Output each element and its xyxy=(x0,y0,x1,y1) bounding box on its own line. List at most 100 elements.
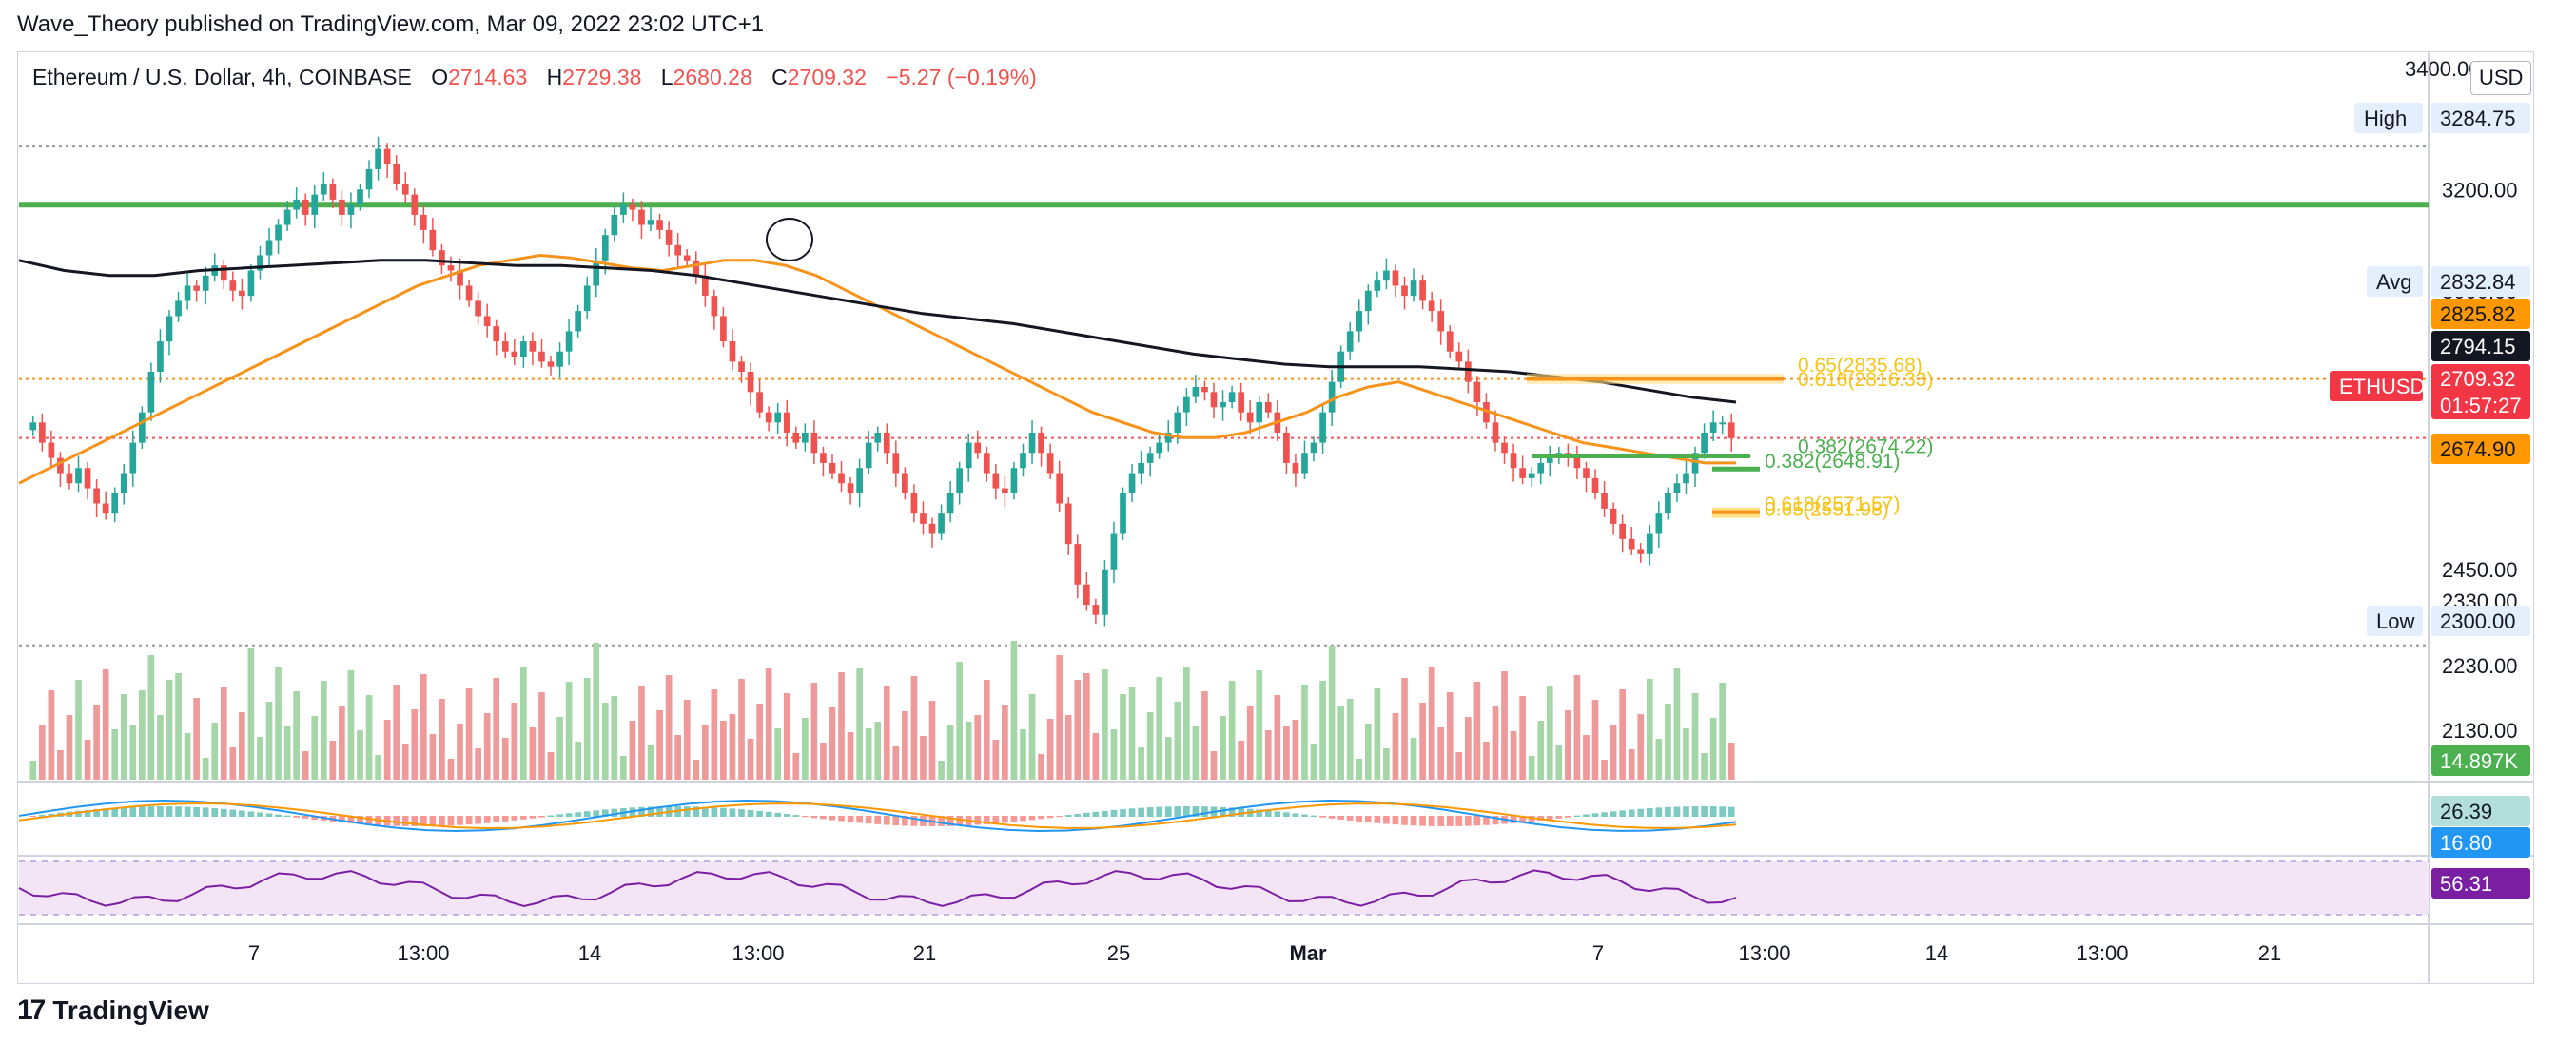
time-tick-label: 25 xyxy=(1107,941,1130,965)
candle-body xyxy=(946,493,954,514)
volume-bar xyxy=(928,701,936,780)
volume-bar xyxy=(938,761,945,780)
volume-bar xyxy=(783,693,790,780)
macd-bar xyxy=(1673,806,1681,817)
volume-bar xyxy=(1464,717,1472,780)
macd-bar xyxy=(1683,806,1689,817)
volume-bar xyxy=(57,750,64,780)
macd-bar xyxy=(756,810,763,817)
candle-body xyxy=(283,209,291,225)
macd-bar xyxy=(239,810,245,817)
candle-body xyxy=(956,468,963,493)
volume-bar xyxy=(66,715,73,780)
macd-bar xyxy=(302,816,309,819)
macd-bar xyxy=(184,806,191,817)
volume-bar xyxy=(847,732,854,780)
macd-bar xyxy=(1283,812,1290,817)
candle-body xyxy=(193,285,200,291)
candle-body xyxy=(38,422,46,443)
volume-bar xyxy=(1083,673,1090,780)
volume-bar xyxy=(329,741,337,780)
candle-body xyxy=(629,204,636,210)
macd-bar xyxy=(1256,809,1263,817)
volume-bar xyxy=(220,687,227,780)
macd-bar xyxy=(211,808,219,817)
macd-bar xyxy=(202,807,209,817)
candle-body xyxy=(102,503,109,514)
candle-body xyxy=(1064,503,1072,545)
volume-bar xyxy=(166,680,173,780)
candle-body xyxy=(320,184,327,195)
macd-bar xyxy=(1383,816,1390,824)
candle-body xyxy=(611,214,618,236)
time-tick-label: Mar xyxy=(1289,941,1327,965)
volume-bar xyxy=(283,726,291,780)
price-tag xyxy=(2431,796,2530,826)
macd-bar xyxy=(1102,810,1108,817)
volume-bar xyxy=(302,751,309,780)
volume-bar xyxy=(501,738,509,780)
candle-body xyxy=(1637,549,1645,554)
candle-body xyxy=(638,209,645,225)
time-tick-label: 13:00 xyxy=(397,941,449,965)
volume-bar xyxy=(1683,728,1689,780)
volume-bar xyxy=(1183,667,1190,780)
macd-bar xyxy=(1701,806,1708,817)
macd-bar xyxy=(1364,816,1372,822)
low-value: 2680.28 xyxy=(673,65,752,89)
macd-bar xyxy=(147,806,155,817)
macd-bar xyxy=(439,816,445,826)
high-value: 2729.38 xyxy=(562,65,642,89)
candle-body xyxy=(293,199,301,210)
macd-bar xyxy=(1337,816,1345,820)
candle-body xyxy=(139,412,146,443)
candle-body xyxy=(1492,422,1499,443)
price-tick-label: 2130.00 xyxy=(2442,719,2518,743)
candle-body xyxy=(493,326,500,342)
price-tag-name: Low xyxy=(2376,609,2414,633)
macd-bar xyxy=(1546,816,1553,820)
candle-body xyxy=(347,204,355,215)
candle-body xyxy=(565,331,573,352)
macd-bar xyxy=(220,808,227,817)
macd-bar xyxy=(738,809,745,817)
candle-body xyxy=(439,250,445,266)
price-tick-label: 3400.00 xyxy=(2405,57,2481,81)
tradingview-logo[interactable]: 17 TradingView xyxy=(17,995,209,1027)
macd-bar xyxy=(1156,806,1163,817)
currency-button[interactable]: USD xyxy=(2470,61,2532,95)
volume-bar xyxy=(1356,759,1363,780)
candle-body xyxy=(1283,432,1290,463)
volume-bar xyxy=(411,709,419,780)
volume-bar xyxy=(357,730,363,780)
volume-bar xyxy=(420,674,427,780)
price-tick-label: 2450.00 xyxy=(2442,558,2518,582)
sma-200-line xyxy=(18,259,1737,404)
candle-body xyxy=(1074,544,1082,585)
volume-bar xyxy=(665,675,673,780)
candle-body xyxy=(683,255,691,261)
volume-bar xyxy=(575,742,581,780)
candle-body xyxy=(674,244,682,256)
candle-body xyxy=(1446,331,1454,352)
candle-body xyxy=(1455,351,1463,362)
volume-bar xyxy=(620,756,627,780)
volume-bar xyxy=(175,673,182,780)
macd-bar xyxy=(420,816,427,826)
tradingview-logo-text: TradingView xyxy=(52,996,209,1025)
candle-body xyxy=(1256,401,1263,423)
volume-bar xyxy=(1238,741,1244,780)
macd-bar xyxy=(883,816,890,825)
volume-bar xyxy=(829,707,836,780)
volume-bar xyxy=(802,718,809,780)
volume-bar xyxy=(892,746,900,780)
macd-bar xyxy=(1428,816,1435,826)
candle-body xyxy=(257,255,263,271)
candle-body xyxy=(765,412,772,423)
volume-bar xyxy=(1064,715,1072,780)
candle-body xyxy=(1410,280,1417,297)
time-tick-label: 21 xyxy=(2258,941,2281,965)
volume-bar xyxy=(1410,738,1417,780)
volume-bar xyxy=(1501,671,1508,780)
